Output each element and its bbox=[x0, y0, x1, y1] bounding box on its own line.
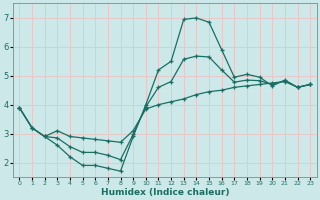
X-axis label: Humidex (Indice chaleur): Humidex (Indice chaleur) bbox=[100, 188, 229, 197]
